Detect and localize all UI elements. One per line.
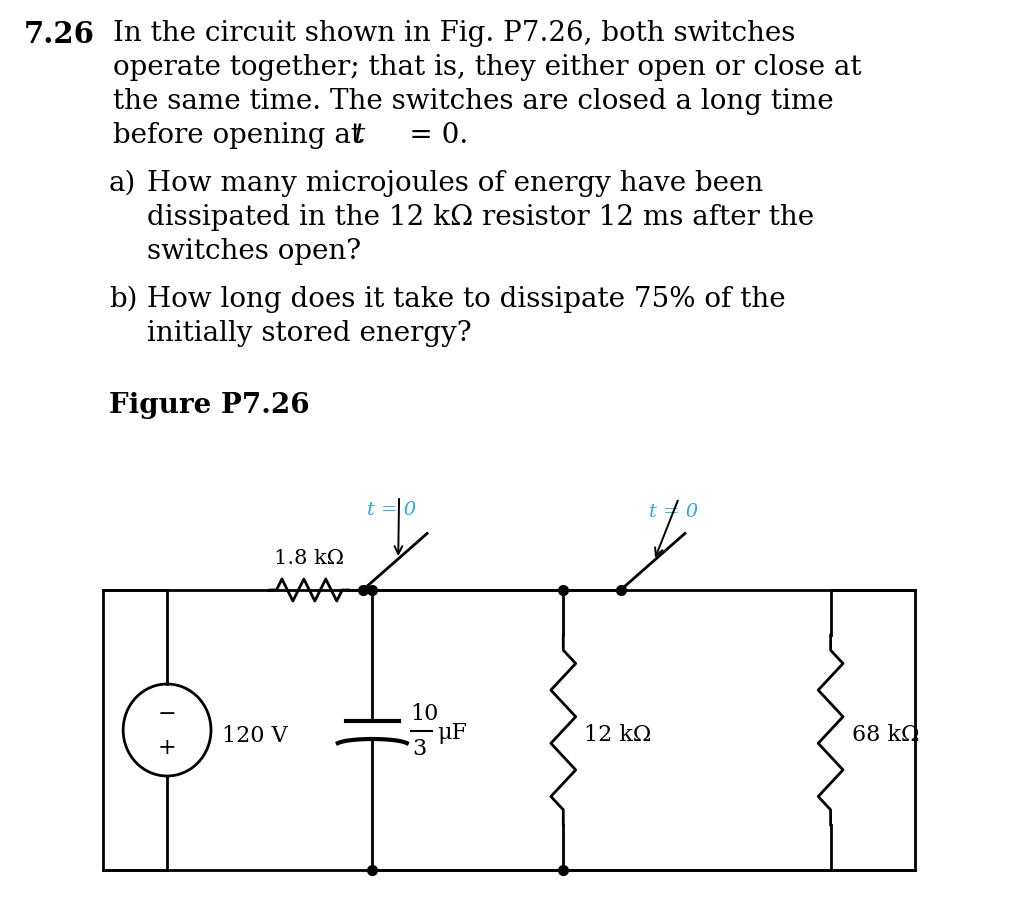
Text: b): b) [109, 286, 137, 313]
Text: In the circuit shown in Fig. P7.26, both switches: In the circuit shown in Fig. P7.26, both… [113, 20, 795, 47]
Text: initially stored energy?: initially stored energy? [147, 320, 472, 347]
Text: 3: 3 [413, 738, 427, 760]
Text: −: − [158, 703, 176, 725]
Text: operate together; that is, they either open or close at: operate together; that is, they either o… [113, 54, 861, 81]
Text: How many microjoules of energy have been: How many microjoules of energy have been [147, 170, 763, 197]
Text: t = 0: t = 0 [648, 503, 697, 521]
Text: How long does it take to dissipate 75% of the: How long does it take to dissipate 75% o… [147, 286, 785, 313]
Text: 12 kΩ: 12 kΩ [585, 724, 651, 746]
Text: a): a) [109, 170, 136, 197]
Text: Figure P7.26: Figure P7.26 [109, 392, 309, 419]
Text: before opening at        = 0.: before opening at = 0. [113, 122, 468, 149]
Text: 68 kΩ: 68 kΩ [852, 724, 920, 746]
Text: the same time. The switches are closed a long time: the same time. The switches are closed a… [113, 88, 834, 115]
Text: 1.8 kΩ: 1.8 kΩ [274, 548, 344, 567]
Text: 120 V: 120 V [222, 725, 288, 747]
Text: switches open?: switches open? [147, 238, 361, 265]
Text: μF: μF [437, 722, 467, 744]
Text: 7.26: 7.26 [24, 20, 95, 49]
Text: t = 0: t = 0 [367, 501, 416, 519]
Text: dissipated in the 12 kΩ resistor 12 ms after the: dissipated in the 12 kΩ resistor 12 ms a… [147, 204, 814, 231]
Text: 10: 10 [411, 703, 439, 725]
Text: +: + [158, 737, 176, 759]
Text: t: t [353, 122, 365, 149]
